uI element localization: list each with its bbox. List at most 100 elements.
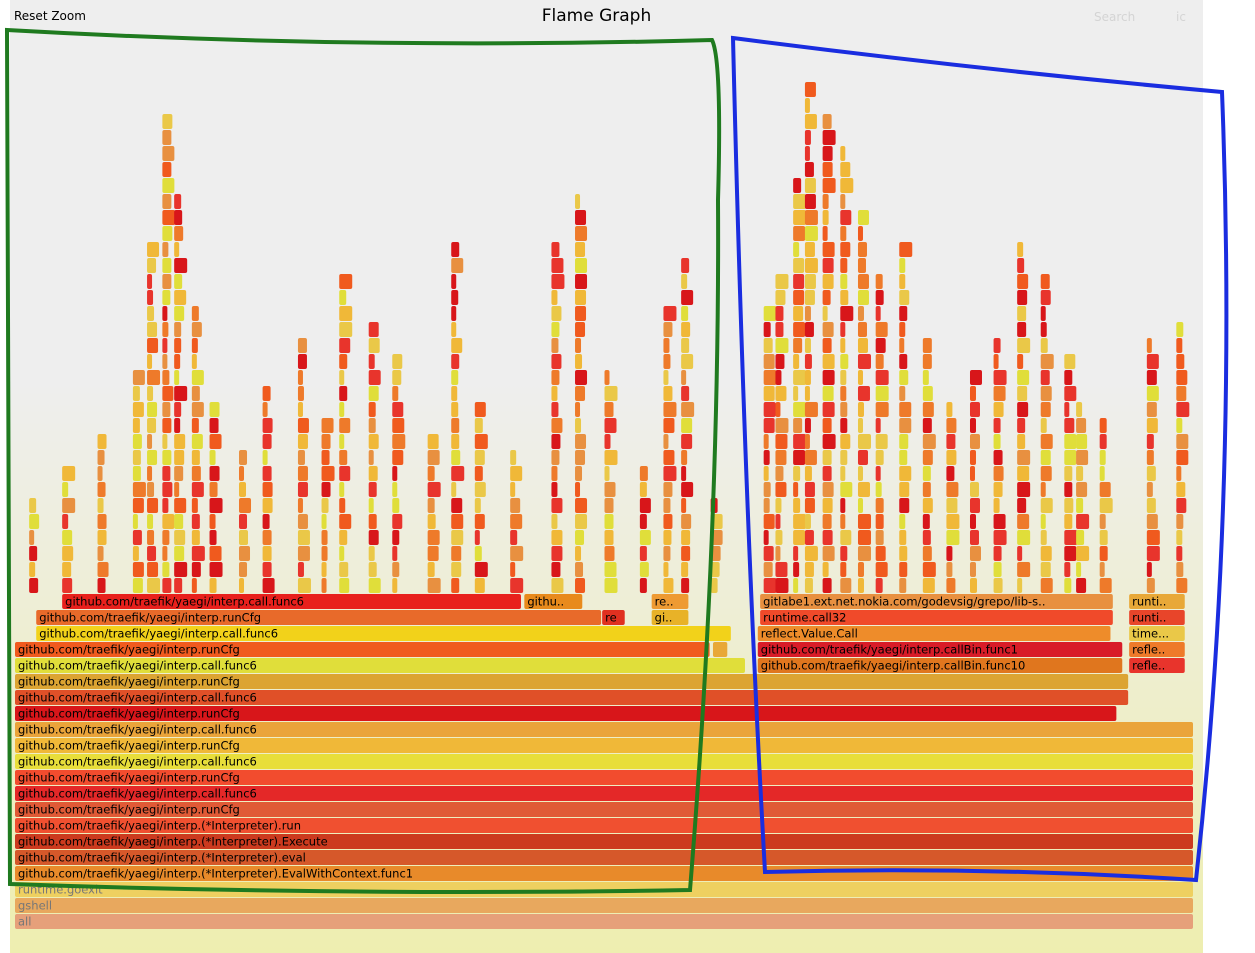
flame-frame-rect[interactable] [551, 530, 563, 545]
flame-frame-rect[interactable] [875, 498, 884, 513]
flame-frame-rect[interactable] [1076, 578, 1087, 593]
flame-frame-rect[interactable] [1064, 562, 1071, 577]
flame-frame-rect[interactable] [575, 338, 582, 353]
flame-frame-rect[interactable] [639, 466, 648, 481]
flame-frame-rect[interactable] [663, 578, 674, 593]
flame-frame-rect[interactable] [97, 434, 107, 449]
flame-frame-rect[interactable] [763, 530, 769, 545]
flame-frame-rect[interactable] [262, 450, 268, 465]
flame-frame-rect[interactable] [663, 370, 669, 385]
flame-frame-rect[interactable] [1064, 370, 1073, 385]
flame-frame-rect[interactable] [1099, 514, 1106, 529]
flame-frame-rect[interactable] [392, 578, 398, 593]
flame-frame-rect[interactable] [1017, 402, 1029, 417]
flame-frame-rect[interactable] [474, 402, 486, 417]
flame-frame-rect[interactable] [840, 450, 848, 465]
flame-frame-rect[interactable] [663, 562, 669, 577]
flame-frame-rect[interactable] [969, 546, 981, 561]
flame-frame-rect[interactable] [132, 530, 142, 545]
flame-frame-rect[interactable] [922, 498, 933, 513]
flame-frame-rect[interactable] [15, 850, 1193, 865]
flame-frame[interactable]: all [15, 914, 1193, 929]
flame-frame-rect[interactable] [946, 450, 957, 465]
flame-frame-rect[interactable] [1040, 466, 1052, 481]
flame-frame-rect[interactable] [174, 258, 188, 273]
flame-frame-rect[interactable] [451, 498, 463, 513]
flame-frame-rect[interactable] [147, 498, 159, 513]
flame-frame-rect[interactable] [922, 466, 931, 481]
flame-frame-rect[interactable] [1040, 578, 1053, 593]
flame-frame-rect[interactable] [239, 514, 248, 529]
flame-frame-rect[interactable] [993, 498, 1000, 513]
flame-frame-rect[interactable] [147, 402, 158, 417]
flame-frame[interactable]: reflect.Value.Call [757, 626, 1111, 641]
flame-frame-rect[interactable] [1017, 450, 1031, 465]
flame-frame-rect[interactable] [162, 482, 173, 497]
flame-frame-rect[interactable] [191, 450, 200, 465]
flame-frame-rect[interactable] [510, 530, 518, 545]
flame-frame-rect[interactable] [857, 370, 863, 385]
flame-frame[interactable]: github.com/traefik/yaegi/interp.call.fun… [15, 786, 1193, 801]
flame-frame-rect[interactable] [174, 322, 182, 337]
flame-frame-rect[interactable] [1017, 338, 1031, 353]
flame-frame-rect[interactable] [793, 482, 799, 497]
flame-frame-rect[interactable] [840, 354, 849, 369]
flame-frame[interactable]: github.com/traefik/yaegi/interp.(*Interp… [15, 850, 1193, 865]
flame-frame-rect[interactable] [297, 450, 305, 465]
flame-frame-rect[interactable] [575, 530, 585, 545]
flame-frame-rect[interactable] [1017, 578, 1023, 593]
flame-frame-rect[interactable] [392, 434, 406, 449]
flame-frame-rect[interactable] [604, 466, 610, 481]
flame-frame-rect[interactable] [763, 322, 771, 337]
flame-frame-rect[interactable] [62, 498, 76, 513]
flame-frame-rect[interactable] [1099, 562, 1105, 577]
flame-frame-rect[interactable] [392, 482, 398, 497]
reset-zoom-button[interactable]: Reset Zoom [14, 9, 86, 23]
flame-frame-rect[interactable] [1146, 402, 1157, 417]
flame-frame-rect[interactable] [602, 610, 625, 625]
flame-frame-rect[interactable] [804, 210, 818, 225]
flame-frame-rect[interactable] [804, 146, 810, 161]
flame-frame-rect[interactable] [191, 530, 200, 545]
flame-frame-rect[interactable] [663, 450, 675, 465]
flame-frame-rect[interactable] [147, 322, 158, 337]
flame-frame-rect[interactable] [162, 258, 172, 273]
flame-frame-rect[interactable] [1176, 562, 1184, 577]
flame-frame-rect[interactable] [551, 498, 563, 513]
flame-frame-rect[interactable] [392, 386, 399, 401]
flame-frame-rect[interactable] [1064, 402, 1070, 417]
flame-frame-rect[interactable] [1017, 498, 1027, 513]
search-button[interactable]: Search [1094, 10, 1136, 24]
flame-frame-rect[interactable] [575, 546, 582, 561]
flame-frame-rect[interactable] [15, 690, 1129, 705]
flame-frame[interactable]: github.com/traefik/yaegi/interp.runCfg [15, 706, 1117, 721]
flame-frame-rect[interactable] [899, 274, 906, 289]
flame-frame-rect[interactable] [681, 274, 688, 289]
flame-frame-rect[interactable] [822, 114, 832, 129]
flame-frame-rect[interactable] [775, 434, 788, 449]
flame-frame[interactable]: github.com/traefik/yaegi/interp.(*Interp… [15, 818, 1193, 833]
flame-frame-rect[interactable] [174, 514, 184, 529]
flame-frame-rect[interactable] [922, 338, 932, 353]
flame-frame-rect[interactable] [1017, 354, 1024, 369]
flame-frame-rect[interactable] [793, 370, 807, 385]
flame-frame-rect[interactable] [451, 562, 462, 577]
flame-frame-rect[interactable] [174, 306, 185, 321]
flame-frame-rect[interactable] [822, 146, 833, 161]
flame-frame[interactable]: gi.. [651, 610, 689, 625]
flame-frame-rect[interactable] [339, 562, 349, 577]
flame-frame-rect[interactable] [29, 514, 40, 529]
flame-frame-rect[interactable] [147, 242, 160, 257]
flame-frame-rect[interactable] [681, 434, 693, 449]
flame-frame[interactable]: github.com/traefik/yaegi/interp.call.fun… [62, 594, 521, 609]
flame-frame-rect[interactable] [297, 546, 310, 561]
flame-frame-rect[interactable] [857, 578, 864, 593]
flame-frame-rect[interactable] [922, 354, 932, 369]
flame-frame-rect[interactable] [1017, 562, 1031, 577]
flame-frame-rect[interactable] [822, 578, 832, 593]
flame-frame-rect[interactable] [321, 482, 331, 497]
flame-frame-rect[interactable] [804, 386, 810, 401]
flame-frame-rect[interactable] [1017, 418, 1026, 433]
flame-frame-rect[interactable] [922, 546, 932, 561]
flame-frame-rect[interactable] [162, 418, 172, 433]
